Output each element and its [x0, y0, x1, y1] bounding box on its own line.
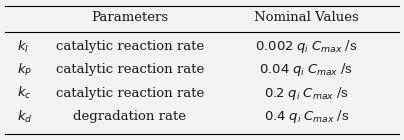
Text: $0.04\; q_i\; C_{max}\;$/s: $0.04\; q_i\; C_{max}\;$/s — [259, 61, 354, 79]
Text: Parameters: Parameters — [91, 11, 168, 24]
Text: catalytic reaction rate: catalytic reaction rate — [56, 40, 204, 53]
Text: $0.2\; q_i\; C_{max}\;$/s: $0.2\; q_i\; C_{max}\;$/s — [264, 85, 349, 102]
Text: catalytic reaction rate: catalytic reaction rate — [56, 64, 204, 76]
Text: degradation rate: degradation rate — [73, 110, 186, 123]
Text: $0.002\; q_i\; C_{max}\;$/s: $0.002\; q_i\; C_{max}\;$/s — [255, 38, 358, 55]
Text: $k_d$: $k_d$ — [17, 109, 33, 125]
Text: $k_c$: $k_c$ — [17, 85, 32, 101]
Text: $k_P$: $k_P$ — [17, 62, 33, 78]
Text: $0.4\; q_i\; C_{max}\;$/s: $0.4\; q_i\; C_{max}\;$/s — [263, 108, 349, 125]
Text: catalytic reaction rate: catalytic reaction rate — [56, 87, 204, 100]
Text: Nominal Values: Nominal Values — [254, 11, 359, 24]
Text: $k_I$: $k_I$ — [17, 39, 29, 55]
